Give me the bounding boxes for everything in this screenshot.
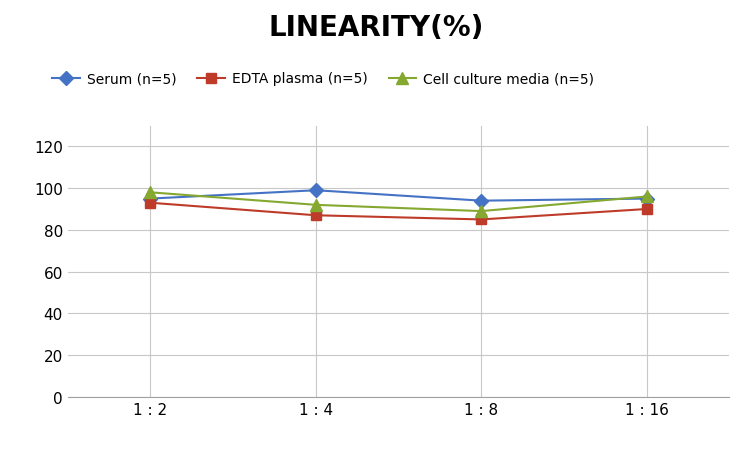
Line: Serum (n=5): Serum (n=5): [146, 186, 651, 206]
Serum (n=5): [146, 197, 155, 202]
Line: Cell culture media (n=5): Cell culture media (n=5): [145, 187, 652, 217]
Line: EDTA plasma (n=5): EDTA plasma (n=5): [146, 198, 651, 225]
Cell culture media (n=5): [477, 209, 486, 214]
Text: LINEARITY(%): LINEARITY(%): [268, 14, 484, 41]
EDTA plasma (n=5): [477, 217, 486, 223]
Serum (n=5): [311, 188, 320, 193]
Legend: Serum (n=5), EDTA plasma (n=5), Cell culture media (n=5): Serum (n=5), EDTA plasma (n=5), Cell cul…: [52, 72, 594, 86]
Cell culture media (n=5): [146, 190, 155, 196]
Serum (n=5): [477, 198, 486, 204]
Cell culture media (n=5): [311, 202, 320, 208]
EDTA plasma (n=5): [311, 213, 320, 218]
Serum (n=5): [642, 197, 651, 202]
EDTA plasma (n=5): [642, 207, 651, 212]
EDTA plasma (n=5): [146, 201, 155, 206]
Cell culture media (n=5): [642, 194, 651, 200]
